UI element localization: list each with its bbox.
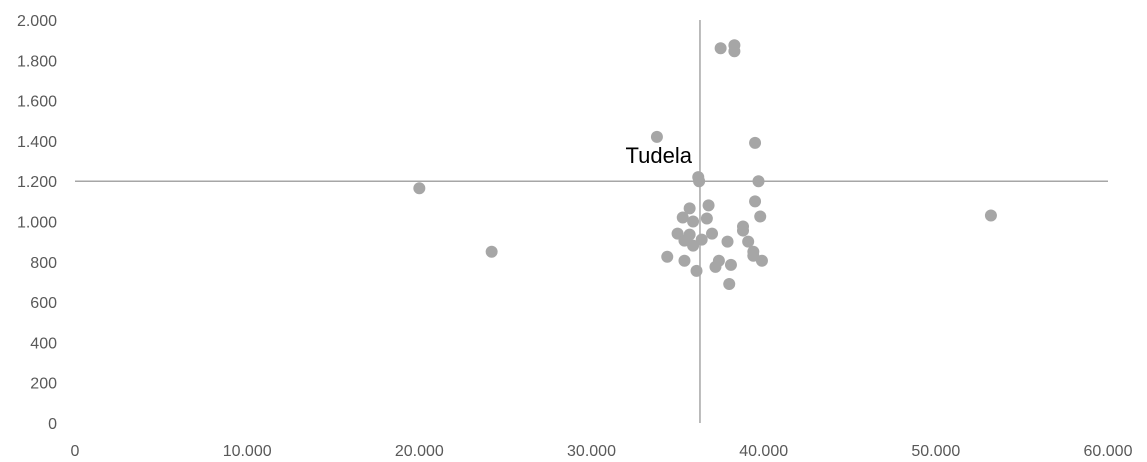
data-point: [693, 175, 706, 188]
data-point: [723, 277, 736, 290]
data-point: [706, 227, 719, 240]
data-point: [676, 211, 689, 224]
data-point: [695, 233, 708, 246]
data-point: [650, 130, 663, 143]
x-axis-tick-labels: 0 10.000 20.000 30.000 40.000 50.000 60.000: [71, 443, 1133, 460]
data-point: [687, 215, 700, 228]
data-point: [413, 182, 426, 195]
y-tick-label: 600: [30, 295, 57, 312]
y-tick-label: 1.800: [17, 53, 57, 70]
data-point: [728, 45, 741, 58]
x-tick-label: 30.000: [567, 443, 616, 460]
y-tick-label: 400: [30, 335, 57, 352]
data-point: [700, 212, 713, 225]
data-point: [755, 254, 768, 267]
data-point: [678, 254, 691, 267]
data-point: [724, 258, 737, 271]
data-point: [754, 210, 767, 223]
data-point: [709, 260, 722, 273]
x-tick-label: 60.000: [1084, 443, 1133, 460]
y-tick-label: 1.600: [17, 94, 57, 111]
data-point: [749, 195, 762, 208]
x-tick-label: 50.000: [911, 443, 960, 460]
data-point: [661, 250, 674, 263]
data-point: [737, 224, 750, 237]
y-tick-label: 0: [48, 416, 57, 433]
data-point: [752, 175, 765, 188]
data-point: [485, 245, 498, 258]
data-point: [749, 136, 762, 149]
data-point: [742, 235, 755, 248]
data-point: [721, 235, 734, 248]
y-tick-label: 1.000: [17, 215, 57, 232]
data-points: [413, 39, 997, 290]
data-point: [702, 199, 715, 212]
annotation-tudela: Tudela: [626, 143, 693, 168]
y-tick-label: 2.000: [17, 13, 57, 30]
data-point: [690, 264, 703, 277]
y-tick-label: 200: [30, 376, 57, 393]
y-tick-label: 1.200: [17, 174, 57, 191]
x-tick-label: 10.000: [223, 443, 272, 460]
y-tick-label: 1.400: [17, 134, 57, 151]
y-tick-label: 800: [30, 255, 57, 272]
data-point: [687, 239, 700, 252]
x-tick-label: 20.000: [395, 443, 444, 460]
data-point: [683, 202, 696, 215]
data-point: [984, 209, 997, 222]
data-point: [714, 42, 727, 55]
y-axis-tick-labels: 0 200 400 600 800 1.000 1.200 1.400 1.600 1.800 2.…: [17, 13, 57, 433]
x-tick-label: 40.000: [739, 443, 788, 460]
x-tick-label: 0: [71, 443, 80, 460]
